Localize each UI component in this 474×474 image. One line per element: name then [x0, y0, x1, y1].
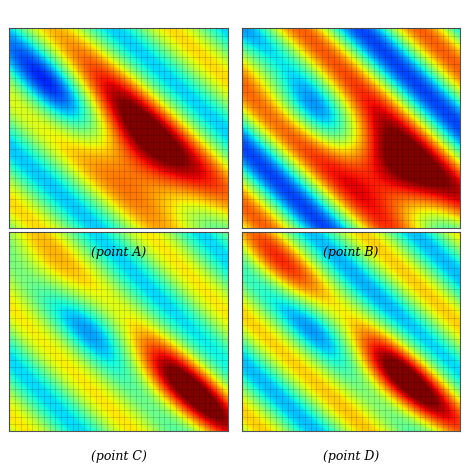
Text: (point D): (point D) — [323, 450, 379, 463]
Text: (point B): (point B) — [323, 246, 378, 259]
Text: (point C): (point C) — [91, 450, 146, 463]
Text: (point A): (point A) — [91, 246, 146, 259]
